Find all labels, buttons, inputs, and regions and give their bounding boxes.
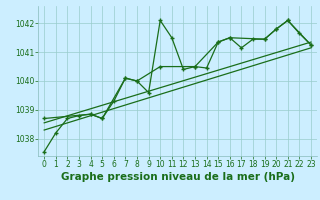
X-axis label: Graphe pression niveau de la mer (hPa): Graphe pression niveau de la mer (hPa) xyxy=(60,172,295,182)
